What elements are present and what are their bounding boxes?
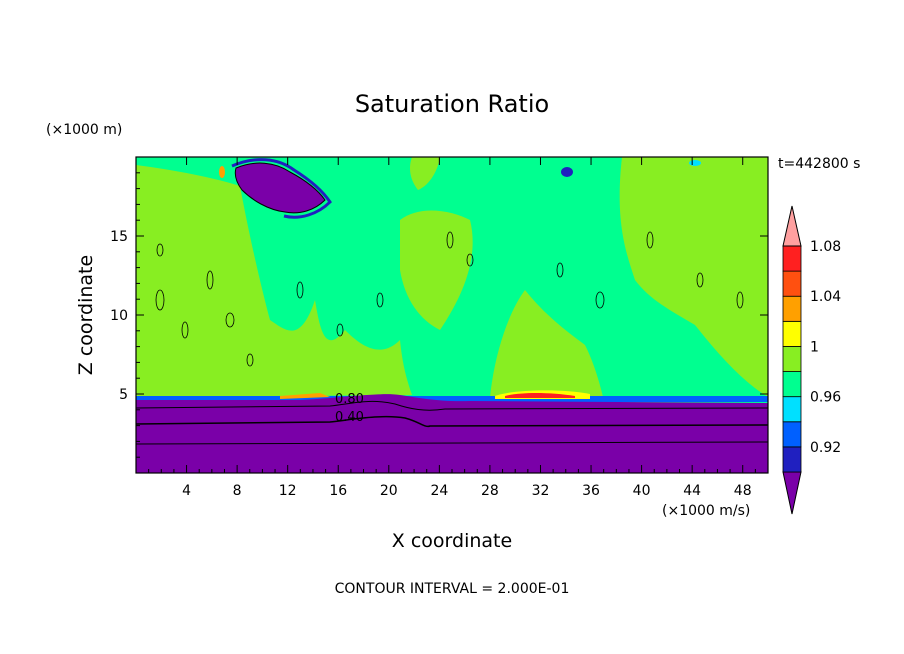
x-tick-label: 20 — [380, 483, 398, 499]
contour-line-low — [136, 441, 768, 445]
x-tick-label: 48 — [734, 483, 752, 499]
y-tick-label: 10 — [110, 308, 128, 324]
colorbar-swatch — [782, 346, 802, 372]
y-axis-label: Z coordinate — [75, 255, 97, 375]
y-axis-ticks: 5 10 15 — [110, 172, 768, 458]
blob-top-orange — [219, 166, 225, 178]
colorbar-swatch — [782, 421, 802, 448]
x-tick-label: 16 — [329, 483, 347, 499]
colorbar-low-arrow — [782, 471, 802, 515]
chart-title: Saturation Ratio — [355, 90, 549, 118]
colorbar-swatch — [782, 371, 802, 398]
y-unit-label: (×1000 m) — [46, 122, 122, 138]
time-label: t=442800 s — [778, 156, 860, 172]
x-axis-ticks: 4 8 12 16 20 24 28 32 36 40 44 48 — [148, 157, 756, 499]
x-axis-label: X coordinate — [392, 530, 512, 552]
blue-transition-band — [136, 396, 768, 402]
x-tick-label: 32 — [532, 483, 550, 499]
lime-region-left — [136, 165, 412, 397]
y-tick-label: 5 — [119, 387, 128, 403]
contour-interval-note: CONTOUR INTERVAL = 2.000E-01 — [335, 581, 570, 597]
x-tick-label: 44 — [683, 483, 701, 499]
lime-region-right — [619, 157, 768, 397]
dry-patch-rim — [231, 158, 332, 219]
colorbar-label: 1.04 — [810, 289, 841, 305]
x-tick-label: 24 — [430, 483, 448, 499]
colorbar-swatch — [782, 245, 802, 272]
x-tick-label: 8 — [233, 483, 242, 499]
x-tick-label: 40 — [633, 483, 651, 499]
lime-region-middle-top — [400, 210, 473, 330]
x-tick-label: 12 — [279, 483, 297, 499]
dry-patch-top-left — [234, 162, 326, 214]
colorbar-high-arrow — [782, 205, 802, 247]
colorbar-swatch — [782, 270, 802, 297]
colorbar-label: 0.92 — [810, 440, 841, 456]
colorbar-swatch — [782, 295, 802, 322]
colorbar-swatch — [782, 320, 802, 347]
colorbar-label: 1.08 — [810, 239, 841, 255]
y-tick-label: 15 — [110, 229, 128, 245]
colorbar-swatch — [782, 446, 802, 473]
contour-label-040: 0.40 — [335, 410, 364, 425]
colorbar-swatch — [782, 396, 802, 423]
lime-region-center — [490, 290, 603, 397]
dry-lower-layer — [136, 394, 768, 473]
hot-band-center — [505, 393, 575, 398]
lime-region-top-small — [410, 157, 440, 190]
contour-label-080: 0.80 — [335, 392, 364, 407]
warm-band-left — [280, 393, 330, 399]
contour-line-040 — [136, 415, 768, 428]
speckle-group — [155, 231, 744, 367]
colorbar-label: 0.96 — [810, 390, 841, 406]
colorbar-label: 1 — [810, 339, 819, 355]
x-tick-label: 28 — [481, 483, 499, 499]
contour-line-080 — [136, 400, 768, 411]
blob-top-right-cyan — [689, 160, 701, 166]
x-tick-label: 4 — [182, 483, 191, 499]
x-tick-label: 36 — [582, 483, 600, 499]
colorbar: 0.92 0.96 1 1.04 1.08 — [782, 205, 841, 515]
plot-area — [136, 157, 768, 473]
x-unit-label: (×1000 m/s) — [662, 503, 750, 519]
blob-top-right-blue — [561, 167, 573, 177]
